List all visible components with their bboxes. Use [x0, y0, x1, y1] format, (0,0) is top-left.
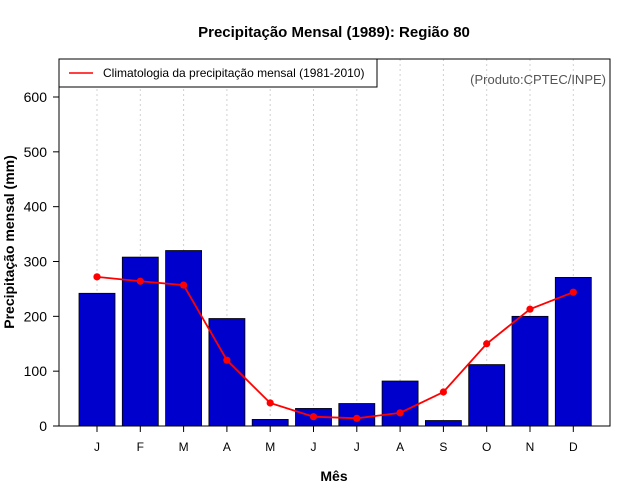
climatology-point-1	[93, 273, 101, 281]
x-tick-label: M	[265, 440, 275, 454]
legend-box	[58, 58, 378, 88]
legend: Climatologia da precipitação mensal (198…	[58, 58, 378, 88]
y-axis-label: Precipitação mensal (mm)	[1, 155, 17, 329]
bar-1	[78, 292, 116, 427]
bar-5	[251, 419, 289, 427]
x-tick-label: J	[354, 440, 360, 454]
climatology-point-7	[353, 414, 361, 422]
climatology-point-9	[439, 388, 447, 396]
x-tick-label: N	[526, 440, 535, 454]
x-tick-label: M	[179, 440, 189, 454]
climatology-point-6	[309, 413, 318, 421]
x-tick-label: D	[569, 440, 578, 454]
climatology-point-2	[136, 277, 144, 285]
climatology-point-10	[483, 340, 491, 348]
bar-2	[121, 256, 159, 427]
climatology-point-8	[396, 409, 404, 417]
x-tick-label: A	[396, 440, 404, 454]
climatology-point-5	[266, 399, 274, 407]
x-tick-label: O	[482, 440, 491, 454]
bar-8	[381, 380, 419, 427]
x-tick-label: J	[94, 440, 100, 454]
y-tick-label: 400	[24, 199, 48, 215]
y-tick-label: 300	[24, 254, 48, 270]
climatology-line	[96, 275, 574, 420]
x-tick-label: J	[311, 440, 317, 454]
x-tick-label: F	[137, 440, 144, 454]
x-tick-label: A	[223, 440, 231, 454]
y-tick-label: 100	[24, 363, 48, 379]
bar-11	[511, 315, 549, 427]
y-tick-label: 600	[24, 89, 48, 105]
chart-title: Precipitação Mensal (1989): Região 80	[198, 24, 470, 41]
y-tick-label: 200	[24, 308, 48, 324]
climatology-point-4	[223, 356, 231, 364]
bar-series	[78, 250, 592, 427]
y-tick-label: 500	[24, 144, 48, 160]
y-axis: 0 100 200 300 400 500 600	[24, 89, 59, 434]
climatology-point-12	[569, 288, 577, 296]
x-axis-label: Mês	[320, 468, 347, 484]
bar-9	[424, 420, 462, 427]
legend-label: Climatologia da precipitação mensal (198…	[103, 66, 364, 80]
climatology-point-11	[526, 305, 534, 313]
bar-3	[165, 250, 203, 427]
climatology-point-3	[180, 281, 188, 289]
bar-10	[468, 364, 506, 427]
bar-12	[554, 277, 592, 427]
climatology-line-series	[93, 273, 577, 422]
y-tick-label: 0	[39, 418, 47, 434]
x-tick-label: S	[439, 440, 447, 454]
source-annotation: (Produto:CPTEC/INPE)	[470, 72, 606, 87]
